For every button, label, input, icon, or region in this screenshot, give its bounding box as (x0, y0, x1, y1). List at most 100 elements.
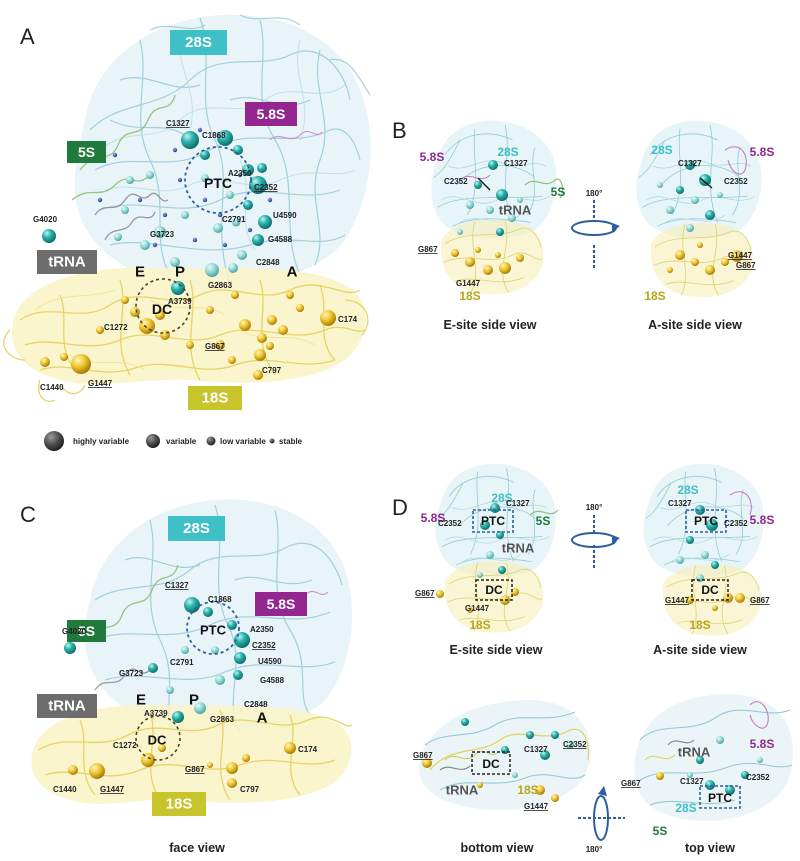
c-res-c797: C797 (240, 785, 260, 794)
d-e-res-g867: G867 (415, 589, 435, 598)
panel-c-badge-trna: tRNA (37, 694, 97, 718)
c-res-a3739: A3739 (144, 709, 168, 718)
c-res-g4588: G4588 (260, 676, 285, 685)
panel-a-site-e: E (135, 264, 145, 281)
panel-c-residue-labels: C1327 C1868 A2350 C2352 C2791 U4590 G458… (53, 581, 318, 794)
res-c174: C174 (338, 315, 358, 324)
svg-text:18S: 18S (202, 390, 229, 407)
panel-b-right-res-g1447: G1447 (728, 251, 753, 260)
res-c1272: C1272 (104, 323, 128, 332)
res-g4588: G4588 (268, 235, 293, 244)
res-c797: C797 (262, 366, 282, 375)
d-top-res-c1327: C1327 (680, 777, 704, 786)
res-c1327: C1327 (166, 119, 190, 128)
panel-a-residue-labels: C1327 C1868 A2350 C2352 C2791 U4590 G458… (33, 119, 358, 392)
panel-c-site-e: E (136, 692, 146, 709)
panel-d-e-label-dc: DC (485, 583, 503, 597)
panel-d-e-label-ptc: PTC (481, 514, 505, 528)
svg-text:tRNA: tRNA (48, 254, 86, 271)
panel-c: C (20, 499, 353, 855)
panel-d-rotation-label-bottom: 180° (586, 845, 603, 854)
d-a-res-g1447: G1447 (665, 596, 690, 605)
panel-a-dc-ring (135, 278, 191, 334)
panel-a-ptc-ring (184, 146, 252, 214)
d-e-res-c2352: C2352 (438, 519, 462, 528)
panel-d: D 5.8S 28S 5S PTC tRNA DC 18S C1327 C235… (392, 463, 793, 855)
panel-d-e-label-5s: 5S (536, 514, 551, 528)
panel-b-right-res-c2352: C2352 (724, 177, 748, 186)
c-res-c2791: C2791 (170, 658, 194, 667)
c-res-c1272: C1272 (113, 741, 137, 750)
panel-b-left-res-c2352: C2352 (444, 177, 468, 186)
panel-d-caption-e-site: E-site side view (449, 643, 542, 657)
panel-d-e-label-28s: 28S (491, 491, 512, 505)
res-c1868: C1868 (202, 131, 226, 140)
panel-b-caption-a-site: A-site side view (648, 318, 742, 332)
panel-b-left-molecule (430, 120, 564, 295)
res-a3739: A3739 (168, 297, 192, 306)
c-res-c1327: C1327 (165, 581, 189, 590)
panel-c-site-a: A (257, 710, 268, 727)
panel-d-top-label-58s: 5.8S (750, 737, 775, 751)
panel-a-dc-label: DC (152, 301, 172, 317)
panel-b-left-res-c1327: C1327 (504, 159, 528, 168)
svg-text:18S: 18S (166, 796, 193, 813)
d-top-res-g867: G867 (621, 779, 641, 788)
c-res-g3723: G3723 (119, 669, 144, 678)
panel-d-caption-bottom: bottom view (461, 841, 534, 855)
c-res-c174: C174 (298, 745, 318, 754)
panel-d-a-label-dc: DC (701, 583, 719, 597)
panel-b-left-res-g867: G867 (418, 245, 438, 254)
panel-d-letter: D (392, 495, 408, 520)
res-c2791: C2791 (222, 215, 246, 224)
panel-d-bottom-label-dc: DC (482, 757, 500, 771)
panel-c-lsu-spheres (64, 597, 250, 723)
c-res-u4590: U4590 (258, 657, 282, 666)
panel-d-a-site-molecule (643, 463, 765, 637)
panel-d-top-label-28s: 28S (675, 801, 696, 815)
panel-d-e-site-molecule (435, 463, 559, 634)
panel-b-right-label-28s: 28S (651, 143, 672, 157)
c-res-g1447: G1447 (100, 785, 125, 794)
res-c2352: C2352 (254, 183, 278, 192)
panel-b-left-label-28s: 28S (497, 145, 518, 159)
panel-a-badge-28s: 28S (170, 30, 227, 55)
panel-a-site-p: P (175, 264, 185, 281)
panel-b-right-res-c1327: C1327 (678, 159, 702, 168)
panel-b-left-res-g1447: G1447 (456, 279, 481, 288)
c-res-g867: G867 (185, 765, 205, 774)
panel-b-caption-e-site: E-site side view (443, 318, 536, 332)
panel-c-ptc-ring (186, 601, 240, 655)
panel-d-bottom-view-molecule (419, 700, 591, 810)
panel-c-dc-ring (135, 715, 181, 761)
panel-a-stable-dots (97, 127, 273, 248)
panel-d-caption-top: top view (685, 841, 735, 855)
panel-c-ssu-spheres (68, 742, 296, 788)
c-res-g2863: G2863 (210, 715, 235, 724)
svg-text:28S: 28S (183, 520, 210, 537)
panel-a-large-subunit (71, 14, 371, 286)
panel-c-ptc-label: PTC (200, 623, 227, 638)
panel-d-rotation-label-top: 180° (586, 503, 603, 512)
d-a-res-g867: G867 (750, 596, 770, 605)
svg-text:5S: 5S (78, 623, 95, 639)
panel-a-ptc-label: PTC (204, 175, 232, 191)
panel-b-left-label-5s: 5S (551, 185, 566, 199)
svg-text:stable: stable (279, 437, 303, 446)
panel-b: B 5.8S 28S 5S tRNA 18S C1327 C2352 G867 … (392, 118, 774, 332)
res-c1440: C1440 (40, 383, 64, 392)
panel-a-badge-58s: 5.8S (245, 102, 297, 126)
panel-b-left-label-58s: 5.8S (420, 150, 445, 164)
d-e-res-c1327: C1327 (506, 499, 530, 508)
d-a-res-c2352: C2352 (724, 519, 748, 528)
c-res-g4020: G4020 (62, 627, 87, 636)
res-a2350: A2350 (228, 169, 252, 178)
svg-text:variable: variable (166, 437, 197, 446)
panel-a-small-subunit (3, 267, 369, 402)
panel-b-letter: B (392, 118, 407, 143)
svg-text:5.8S: 5.8S (267, 596, 296, 612)
svg-text:low variable: low variable (220, 437, 266, 446)
panel-a: A (3, 14, 371, 451)
panel-a-ssu-spheres (40, 291, 336, 380)
